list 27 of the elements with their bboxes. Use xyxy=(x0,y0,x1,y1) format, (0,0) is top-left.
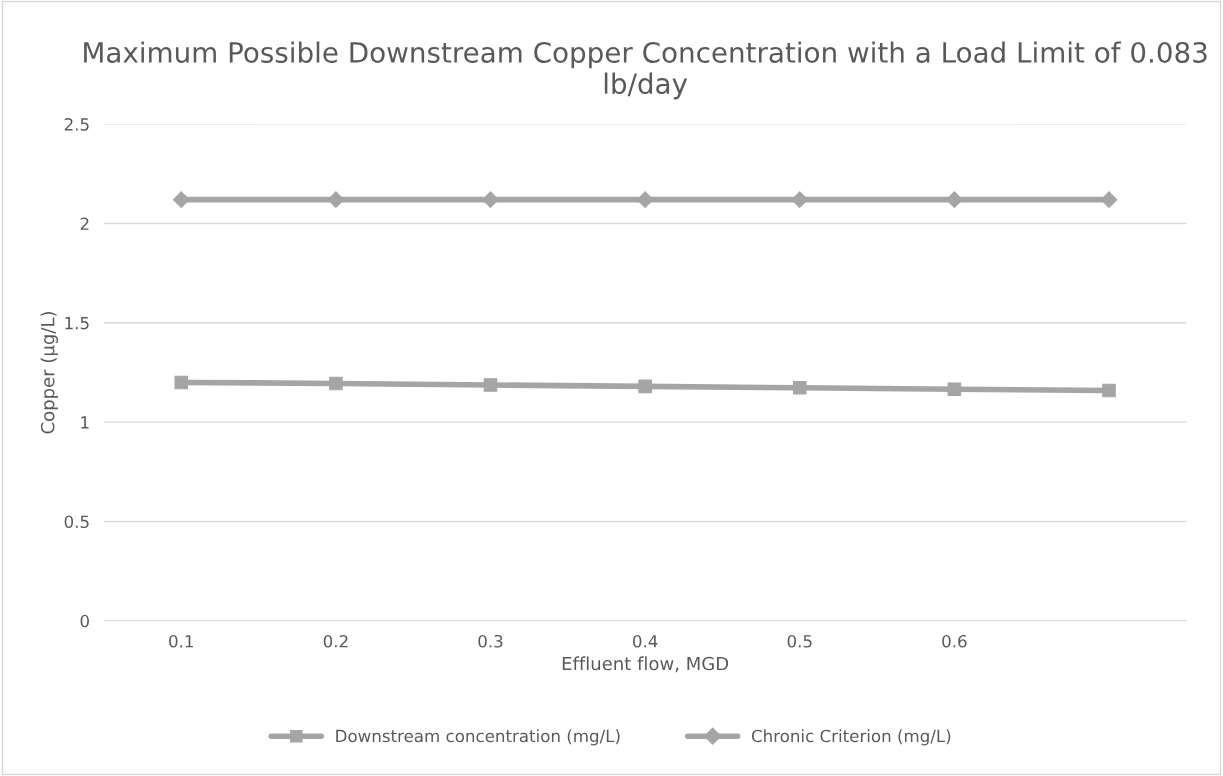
point xyxy=(172,191,190,209)
y-axis-title: Copper (µg/L) xyxy=(40,312,59,434)
y-tick-label: 0.5 xyxy=(64,515,89,529)
point xyxy=(946,191,963,209)
x-tick-label: 0.5 xyxy=(787,634,812,648)
point xyxy=(947,382,962,396)
point xyxy=(483,378,498,392)
y-tick-label: 2 xyxy=(80,217,89,230)
y-tick-label: 1.5 xyxy=(65,317,89,330)
x-tick-label: 0.4 xyxy=(632,634,658,648)
x-tick-label: 0.6 xyxy=(942,634,967,648)
legend-label: Chronic Criterion (mg/L) xyxy=(751,729,951,746)
y-tick-label: 1 xyxy=(81,416,89,429)
legend-label: Downstream concentration (mg/L) xyxy=(336,729,620,746)
chart-title: Maximum Possible Downstream Copper Concentration with a Load Limit of 0.083 lb/day xyxy=(84,41,1207,100)
x-tick-label: 0.3 xyxy=(478,634,503,648)
point xyxy=(638,379,652,394)
x-tick-label: 0.2 xyxy=(323,634,348,648)
y-tick-label: 2.5 xyxy=(64,118,89,131)
y-tick-label: 0 xyxy=(80,614,89,628)
point xyxy=(329,376,343,391)
point xyxy=(792,381,807,395)
point xyxy=(1102,383,1116,398)
point xyxy=(482,191,499,209)
point xyxy=(174,375,189,390)
x-axis-title: Effluent flow, MGD xyxy=(562,656,729,673)
x-tick-label: 0.1 xyxy=(169,634,193,648)
